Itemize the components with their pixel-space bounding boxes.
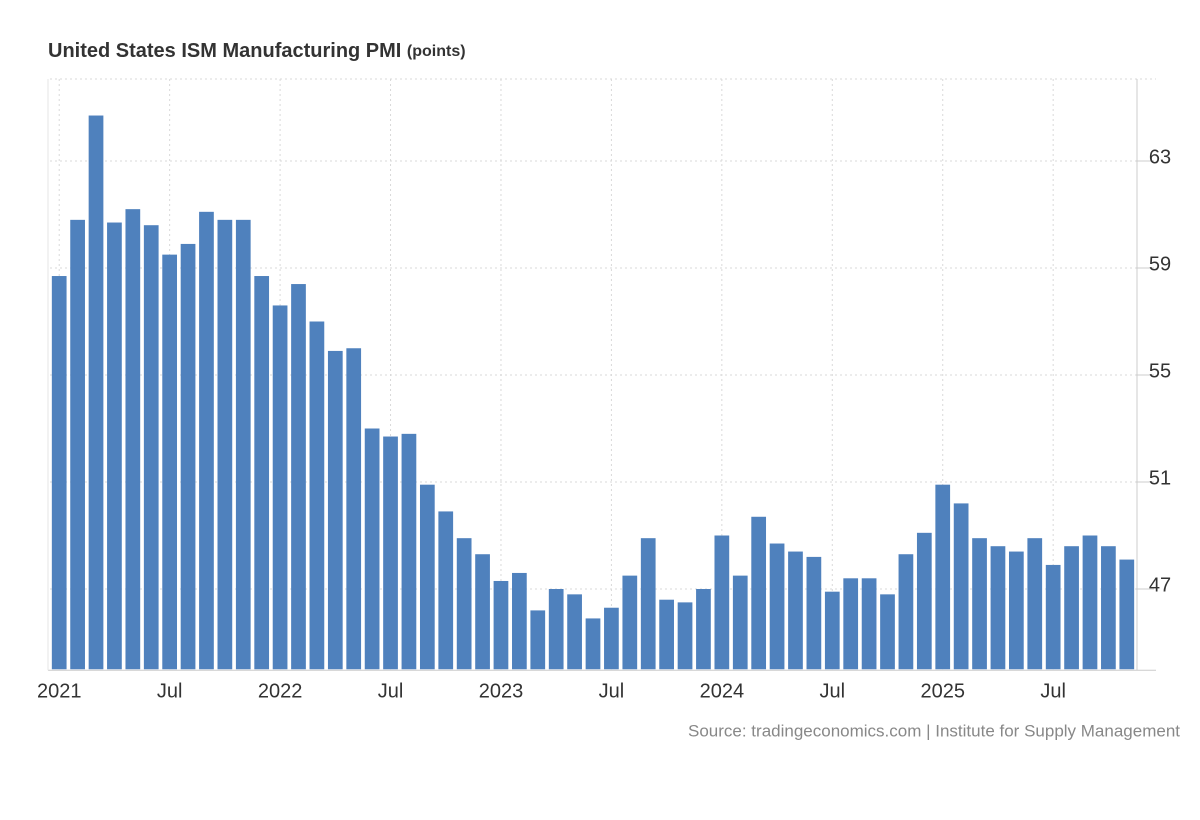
- y-tick-label: 63: [1149, 146, 1171, 168]
- bar: [291, 284, 306, 670]
- x-tick-label: Jul: [1040, 680, 1066, 702]
- bar: [70, 219, 85, 670]
- bar: [419, 484, 435, 670]
- bar: [383, 436, 398, 670]
- x-tick-label: 2021: [37, 680, 82, 702]
- bar: [272, 305, 288, 670]
- bar: [512, 572, 527, 670]
- bar: [235, 219, 251, 670]
- unit: (points): [407, 43, 466, 60]
- x-tick-label: Jul: [157, 680, 183, 702]
- bar: [438, 511, 454, 670]
- bar: [1064, 546, 1079, 670]
- bar: [953, 503, 969, 670]
- y-tick-label: 59: [1149, 253, 1171, 275]
- bar: [824, 591, 840, 670]
- bar: [659, 599, 674, 670]
- bar: [493, 580, 509, 670]
- bar: [1027, 538, 1043, 670]
- bar: [88, 115, 104, 670]
- bar: [346, 348, 362, 670]
- x-tick-label: 2022: [258, 680, 303, 702]
- bar: [456, 538, 472, 670]
- bar: [1101, 546, 1116, 670]
- bar: [254, 276, 270, 670]
- bar: [107, 222, 122, 670]
- y-tick-label: 47: [1149, 574, 1171, 596]
- bar: [714, 535, 730, 670]
- y-tick-label: 51: [1149, 467, 1171, 489]
- bar: [990, 546, 1006, 670]
- bar: [696, 589, 711, 670]
- bar: [199, 211, 214, 670]
- x-tick-label: 2023: [479, 680, 524, 702]
- bar: [769, 543, 785, 670]
- bar: [622, 575, 638, 670]
- x-tick-label: Jul: [378, 680, 404, 702]
- x-tick-label: Jul: [819, 680, 845, 702]
- bar: [898, 554, 914, 670]
- bar: [935, 484, 951, 670]
- bar: [530, 610, 546, 670]
- bar: [143, 225, 159, 670]
- y-tick-label: 55: [1149, 360, 1171, 382]
- bar: [861, 578, 877, 670]
- bar: [677, 602, 693, 670]
- bar: [162, 254, 178, 670]
- x-tick-label: 2024: [700, 680, 745, 702]
- chart-title: United States ISM Manufacturing PMI (poi…: [48, 40, 466, 62]
- bar: [180, 243, 196, 670]
- bar: [309, 321, 325, 670]
- title: United States ISM Manufacturing PMI: [48, 40, 401, 62]
- bar: [1045, 564, 1061, 670]
- bar: [843, 578, 859, 670]
- bar: [401, 433, 417, 670]
- bar: [51, 276, 67, 670]
- bar: [548, 589, 564, 670]
- bar: [1008, 551, 1024, 670]
- bar: [567, 594, 582, 670]
- bar: [585, 618, 601, 670]
- x-tick-label: Jul: [599, 680, 625, 702]
- bar: [217, 219, 233, 670]
- x-tick-label: 2025: [920, 680, 965, 702]
- bar: [916, 532, 932, 670]
- bar: [1082, 535, 1098, 670]
- source: Source: tradingeconomics.com | Institute…: [688, 721, 1180, 740]
- bar: [880, 594, 895, 670]
- bar: [1119, 559, 1135, 670]
- bar: [640, 538, 656, 670]
- bar: [475, 554, 490, 670]
- bar: [327, 350, 343, 670]
- bar: [732, 575, 748, 670]
- bar: [604, 607, 619, 670]
- bar: [806, 556, 822, 670]
- bar: [125, 209, 141, 670]
- bar: [788, 551, 803, 670]
- bar: [751, 516, 767, 670]
- bar: [364, 428, 380, 670]
- bar: [972, 538, 987, 670]
